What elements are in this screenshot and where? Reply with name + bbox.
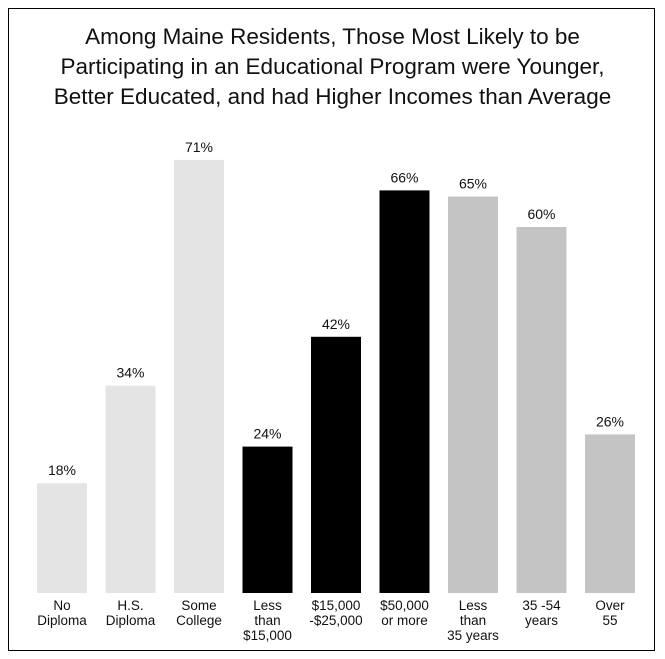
chart-title-line-2: Participating in an Educational Program … bbox=[60, 54, 605, 79]
category-label-1-line-2: Diploma bbox=[37, 613, 87, 628]
bars-group bbox=[37, 159, 635, 593]
value-label-7: 65% bbox=[459, 176, 487, 192]
value-label-5: 42% bbox=[322, 316, 350, 332]
bar-5 bbox=[311, 336, 361, 593]
category-label-4-line-1: Less bbox=[253, 598, 282, 613]
category-label-8-line-2: years bbox=[525, 613, 558, 628]
category-label-9-line-2: 55 bbox=[602, 613, 617, 628]
category-labels-group: NoDiplomaH.S.DiplomaSomeCollegeLessthan$… bbox=[37, 598, 625, 643]
category-label-3-line-2: College bbox=[176, 613, 222, 628]
bar-6 bbox=[379, 190, 430, 593]
category-label-7-line-3: 35 years bbox=[447, 628, 499, 643]
bar-4 bbox=[242, 446, 293, 593]
category-label-5-line-1: $15,000 bbox=[312, 598, 361, 613]
category-label-2-line-1: H.S. bbox=[117, 598, 143, 613]
value-label-2: 34% bbox=[116, 365, 144, 381]
value-labels-group: 18% 34% 71% 24% 42% 66% 65% 60% 26% bbox=[48, 139, 624, 478]
value-label-1: 18% bbox=[48, 462, 76, 478]
bar-2 bbox=[105, 385, 156, 593]
bar-3 bbox=[174, 159, 224, 593]
value-label-6: 66% bbox=[390, 169, 418, 185]
value-label-8: 60% bbox=[527, 206, 555, 222]
chart-title-line-3: Better Educated, and had Higher Incomes … bbox=[53, 84, 612, 109]
bar-1 bbox=[37, 483, 87, 593]
category-label-7-line-2: than bbox=[460, 613, 486, 628]
category-label-5-line-2: -$25,000 bbox=[309, 613, 362, 628]
category-label-3-line-1: Some bbox=[181, 598, 216, 613]
category-label-9-line-1: Over bbox=[595, 598, 625, 613]
category-label-6-line-1: $50,000 bbox=[380, 598, 429, 613]
category-label-7-line-1: Less bbox=[459, 598, 488, 613]
category-label-4-line-3: $15,000 bbox=[243, 628, 292, 643]
bar-7 bbox=[448, 196, 498, 593]
value-label-4: 24% bbox=[253, 426, 281, 442]
value-label-3: 71% bbox=[185, 139, 213, 155]
category-label-4-line-2: than bbox=[254, 613, 280, 628]
category-label-1-line-1: No bbox=[53, 598, 70, 613]
category-label-8-line-1: 35 -54 bbox=[522, 598, 561, 613]
bar-8 bbox=[516, 227, 567, 593]
category-label-6-line-2: or more bbox=[381, 613, 428, 628]
chart-title-line-1: Among Maine Residents, Those Most Likely… bbox=[85, 24, 580, 49]
value-label-9: 26% bbox=[596, 413, 624, 429]
category-label-2-line-2: Diploma bbox=[106, 613, 156, 628]
bar-9 bbox=[585, 434, 635, 593]
chart-title: Among Maine Residents, Those Most Likely… bbox=[0, 22, 665, 112]
